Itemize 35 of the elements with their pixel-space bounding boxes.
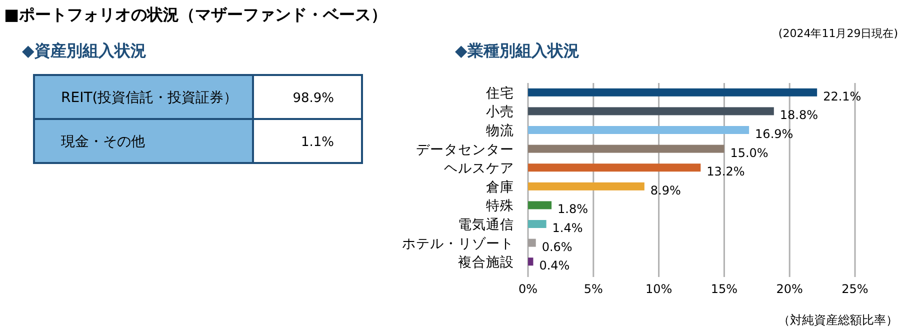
text: (2024年11月29日現在)	[778, 27, 898, 40]
data-label: 0.4%	[539, 258, 570, 273]
x-tick-label: 15%	[710, 282, 738, 296]
data-label: 0.6%	[542, 240, 572, 254]
text: （対純資産総額比率）	[778, 313, 898, 327]
y-tick-label: 特殊	[486, 198, 514, 214]
x-tick-label: 25%	[842, 282, 868, 296]
text: 1.1%	[300, 135, 334, 150]
data-label: 13.2%	[706, 164, 745, 179]
y-tick-label: 電気通信	[458, 217, 514, 233]
y-tick-label: 住宅	[485, 85, 514, 102]
y-tick-label: 倉庫	[486, 179, 514, 196]
text: ◆資産別組入状況	[22, 41, 146, 60]
data-label: 8.9%	[650, 183, 681, 198]
data-label: 18.8%	[780, 108, 818, 122]
data-label: 15.0%	[730, 146, 768, 160]
y-tick-label: データセンター	[416, 142, 514, 158]
x-tick-label: 10%	[645, 282, 672, 296]
data-label: 1.8%	[558, 202, 588, 216]
chart-title: ◆業種別組入状況	[455, 41, 580, 60]
data-label: 1.4%	[552, 221, 583, 235]
text: 現金・その他	[61, 134, 145, 150]
x-tick-label: 20%	[776, 282, 803, 296]
data-label: 16.9%	[755, 127, 794, 141]
text: ■ポートフォリオの状況（マザーファンド・ベース）	[4, 5, 388, 24]
y-tick-label: 複合施設	[458, 254, 514, 271]
data-label: 22.1%	[823, 89, 862, 104]
y-tick-label: ホテル・リゾート	[402, 236, 514, 252]
y-tick-label: 物流	[486, 123, 514, 139]
y-tick-label: ヘルスケア	[444, 160, 514, 177]
x-tick-label: 0%	[518, 282, 538, 296]
y-tick-label: 小売	[486, 104, 514, 120]
text: REIT(投資信託・投資証券）	[61, 90, 238, 106]
x-tick-label: 5%	[584, 282, 603, 296]
text: 98.9%	[292, 91, 334, 106]
